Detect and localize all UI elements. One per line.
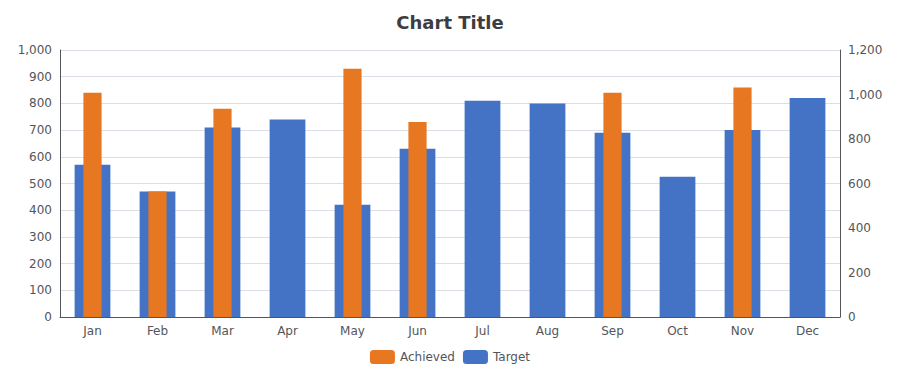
- svg-text:400: 400: [848, 221, 871, 235]
- svg-text:Jan: Jan: [82, 324, 102, 338]
- svg-text:300: 300: [29, 230, 52, 244]
- svg-text:1,000: 1,000: [18, 43, 52, 57]
- svg-text:500: 500: [29, 177, 52, 191]
- svg-text:400: 400: [29, 203, 52, 217]
- svg-text:200: 200: [29, 257, 52, 271]
- svg-text:1,200: 1,200: [848, 43, 882, 57]
- svg-text:600: 600: [29, 150, 52, 164]
- svg-text:Dec: Dec: [796, 324, 819, 338]
- svg-text:Nov: Nov: [731, 324, 754, 338]
- svg-text:Aug: Aug: [536, 324, 559, 338]
- svg-text:800: 800: [848, 132, 871, 146]
- svg-text:May: May: [340, 324, 365, 338]
- svg-text:800: 800: [29, 96, 52, 110]
- svg-text:700: 700: [29, 123, 52, 137]
- svg-text:Feb: Feb: [147, 324, 168, 338]
- svg-text:Apr: Apr: [277, 324, 298, 338]
- svg-text:Mar: Mar: [211, 324, 234, 338]
- svg-text:Target: Target: [492, 350, 530, 364]
- svg-text:200: 200: [848, 266, 871, 280]
- svg-text:Jul: Jul: [474, 324, 489, 338]
- svg-text:Sep: Sep: [601, 324, 624, 338]
- svg-text:0: 0: [848, 310, 856, 324]
- svg-text:Achieved: Achieved: [400, 350, 455, 364]
- svg-text:100: 100: [29, 283, 52, 297]
- svg-text:Jun: Jun: [407, 324, 427, 338]
- svg-text:0: 0: [44, 310, 52, 324]
- svg-text:1,000: 1,000: [848, 88, 882, 102]
- svg-text:Chart Title: Chart Title: [396, 12, 503, 33]
- svg-text:600: 600: [848, 177, 871, 191]
- svg-text:900: 900: [29, 70, 52, 84]
- svg-text:Oct: Oct: [667, 324, 688, 338]
